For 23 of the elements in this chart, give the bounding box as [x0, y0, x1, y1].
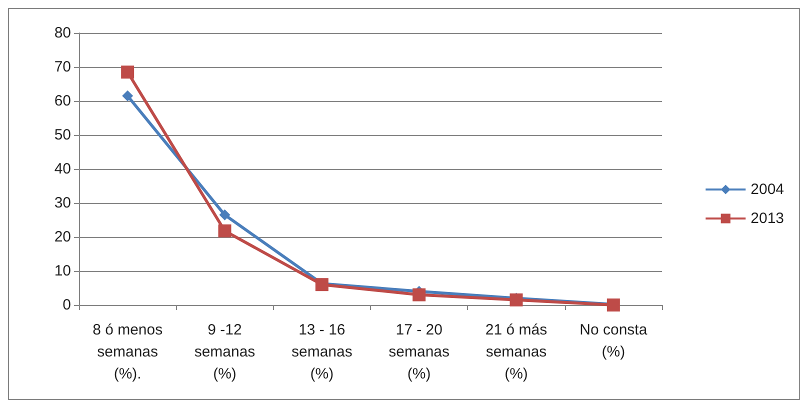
y-tick-label: 80	[54, 24, 71, 42]
y-tick-label: 10	[54, 262, 71, 280]
y-tick-label: 50	[54, 126, 71, 144]
x-tick-label: 21 ó más semanas (%)	[485, 322, 548, 382]
point	[218, 224, 232, 238]
x-tick-label: 9 -12 semanas (%)	[194, 322, 256, 382]
x-tick-label: No consta (%)	[580, 322, 648, 360]
y-tick-label: 70	[54, 58, 71, 76]
x-tick-label: 13 - 16 semanas (%)	[291, 322, 352, 382]
y-tick-label: 0	[62, 296, 71, 314]
y-tick-label: 20	[54, 228, 71, 246]
point	[412, 288, 426, 302]
legend-label: 2004	[750, 181, 784, 198]
y-tick-label: 40	[54, 160, 71, 178]
legend-label: 2013	[750, 210, 784, 227]
point	[510, 293, 523, 306]
point	[122, 90, 134, 102]
point	[121, 66, 134, 79]
y-tick-label: 60	[54, 92, 71, 110]
x-tick-label: 8 ó menos semanas (%).	[92, 322, 163, 382]
x-tick-label: 17 - 20 semanas (%)	[388, 322, 450, 382]
y-tick-label: 30	[54, 194, 71, 212]
point	[219, 209, 230, 220]
